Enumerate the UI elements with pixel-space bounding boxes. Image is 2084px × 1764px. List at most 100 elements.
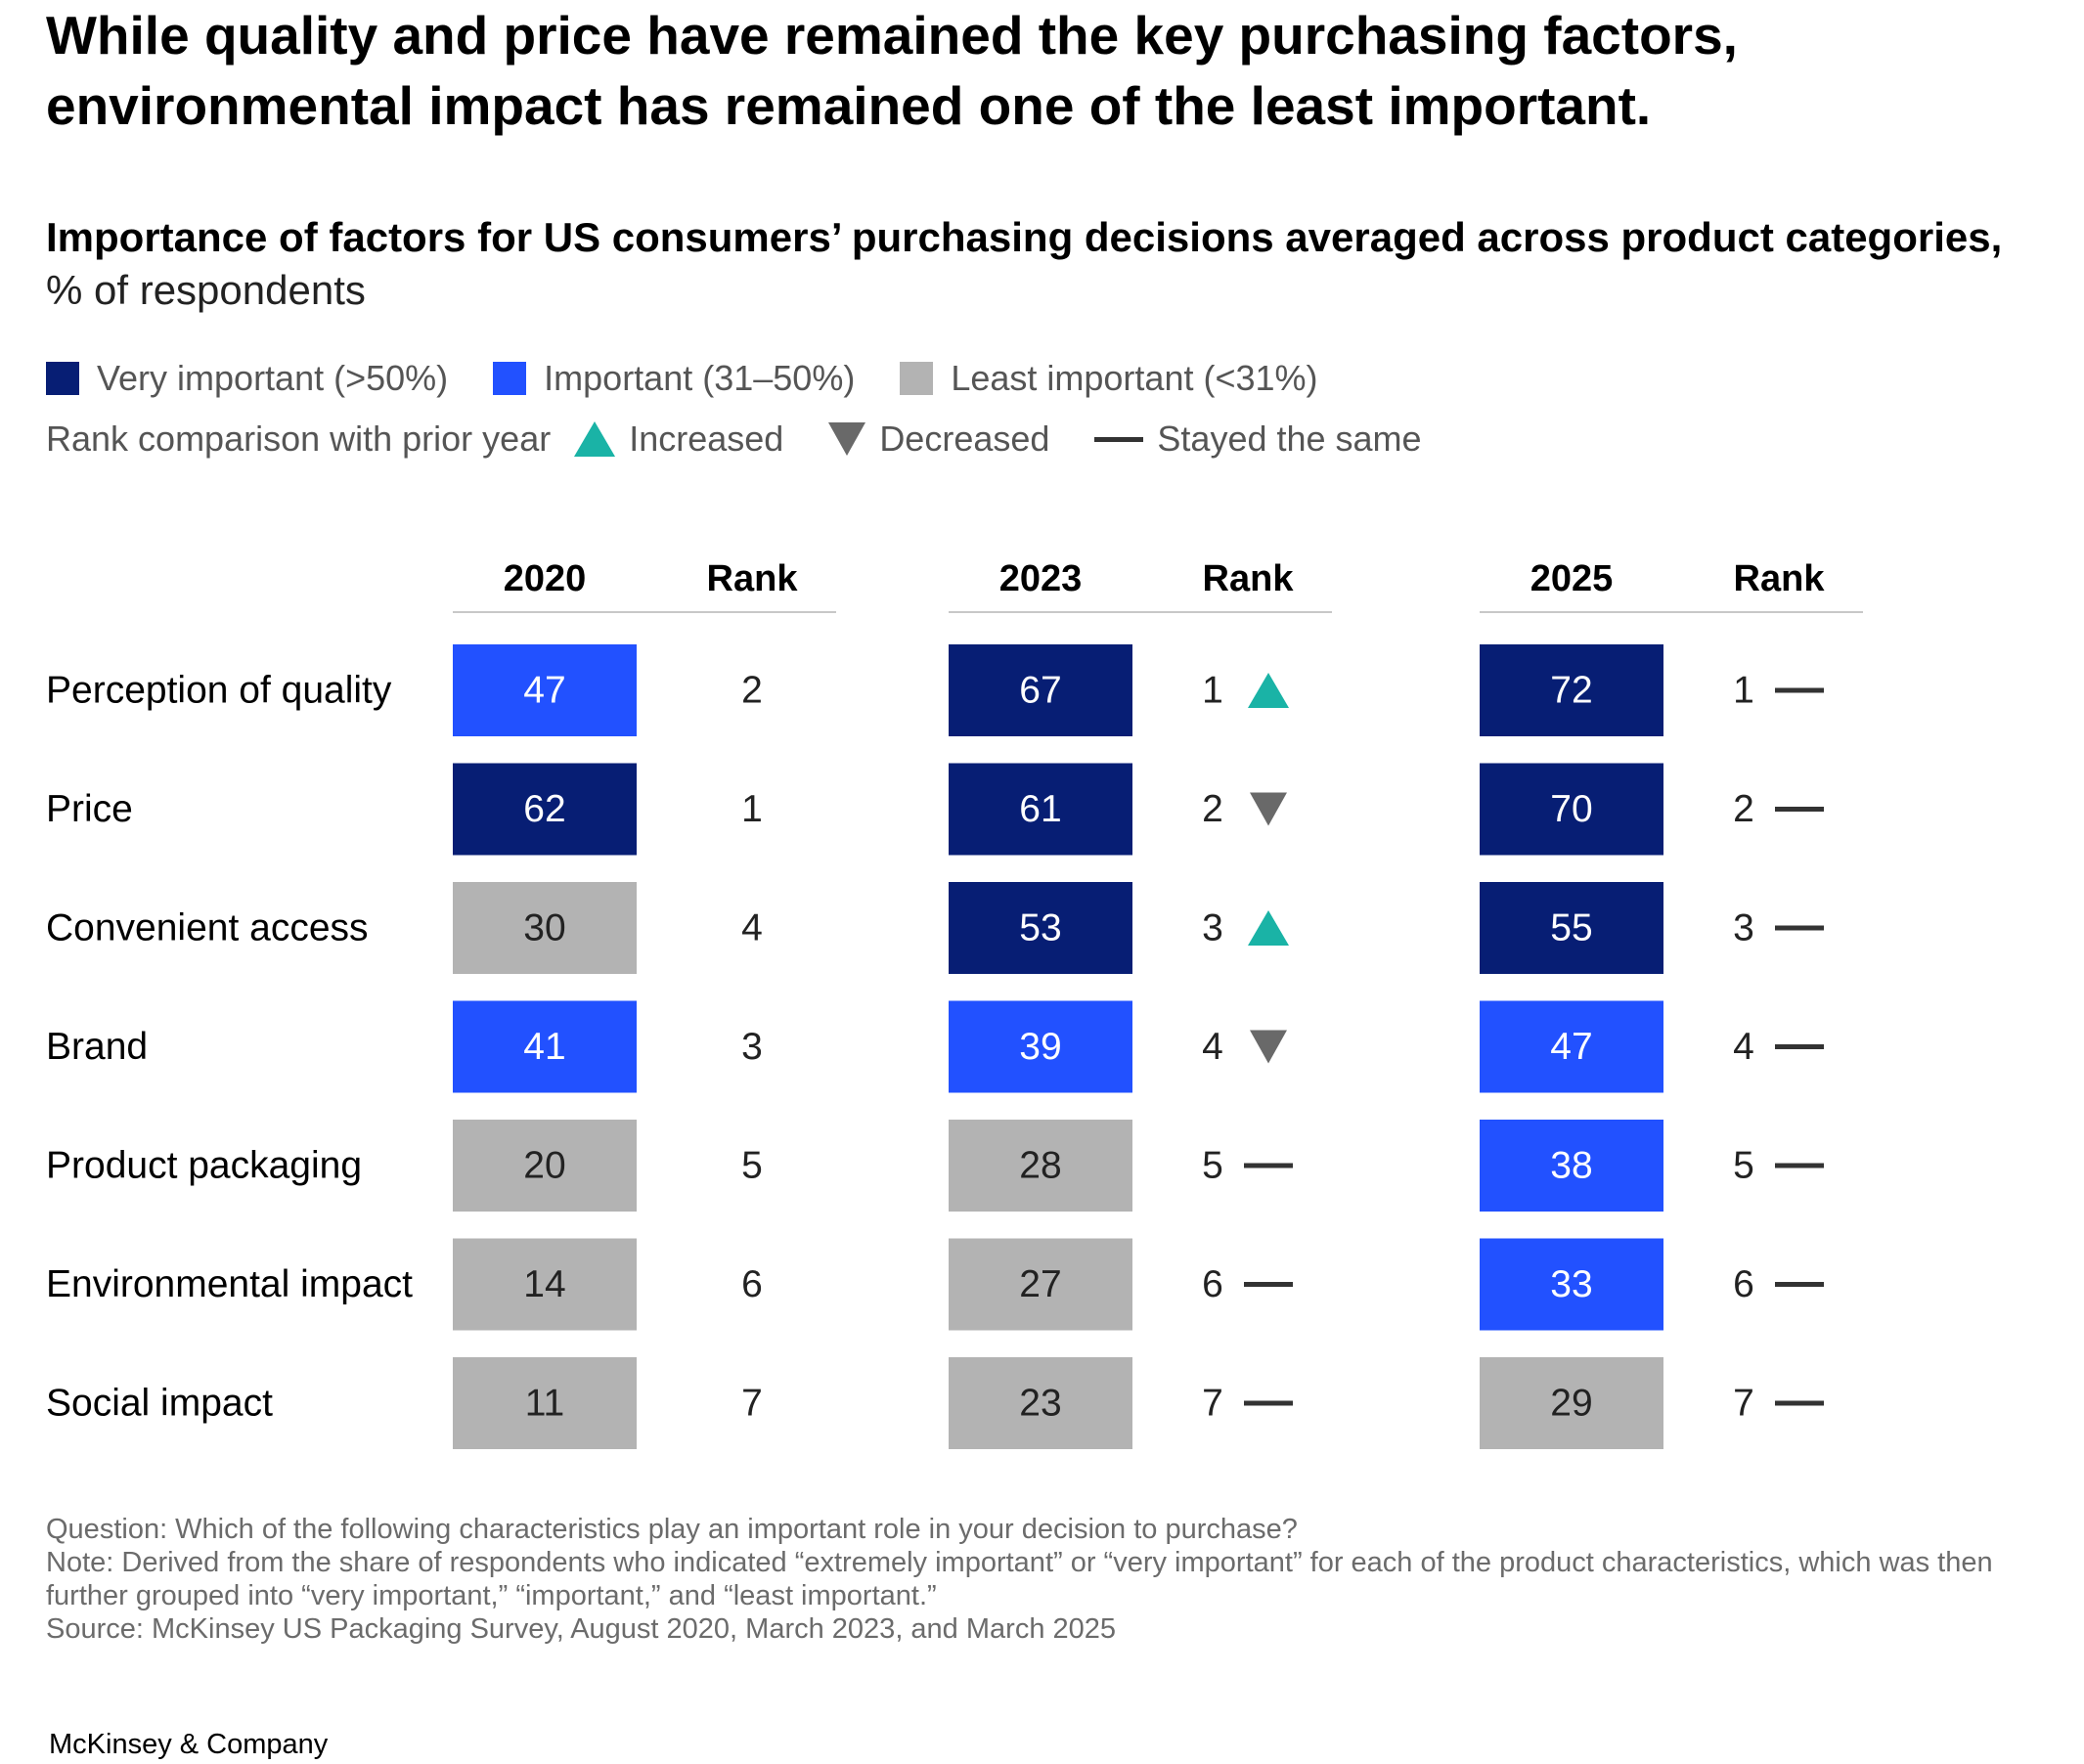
rank-header: Rank: [1734, 558, 1826, 599]
rank-label: 6: [1202, 1263, 1223, 1305]
value-label: 53: [1019, 907, 1061, 949]
value-bar: [1480, 644, 1663, 736]
triangle-down-icon: [828, 422, 866, 456]
rank-label: 6: [1733, 1263, 1754, 1305]
headline: While quality and price have remained th…: [46, 5, 1738, 136]
brand-logo-text: McKinsey & Company: [49, 1729, 329, 1760]
legend-label-important: Important (31–50%): [544, 358, 856, 398]
rank-change-same-icon: [1775, 1282, 1824, 1287]
rank-change-same-icon: [1775, 1044, 1824, 1049]
chart-subtitle: Importance of factors for US consumers’ …: [46, 211, 2061, 317]
rank-change-same-icon: [1775, 687, 1824, 693]
legend-label-same: Stayed the same: [1157, 419, 1422, 459]
value-bar: [1480, 1120, 1663, 1212]
value-bar: [453, 644, 637, 736]
legend-label-very-important: Very important (>50%): [97, 358, 449, 398]
value-bar: [1480, 1000, 1663, 1093]
legend-label-increased: Increased: [629, 419, 784, 459]
rank-label: 3: [741, 1026, 763, 1068]
value-bar: [1480, 1238, 1663, 1331]
factor-table-chart: Perception of quality Price Convenient acc…: [46, 558, 1863, 1449]
factor-label: Convenient access: [46, 907, 369, 949]
rank-header: Rank: [1203, 558, 1295, 599]
rank-label: 7: [741, 1383, 763, 1425]
rank-change-increased-icon: [1248, 910, 1289, 946]
rank-change-same-icon: [1244, 1163, 1293, 1169]
rank-header: Rank: [707, 558, 799, 599]
value-bar: [949, 763, 1132, 856]
legend-swatch-very-important: [46, 362, 79, 395]
rank-change-increased-icon: [1248, 673, 1289, 708]
rank-label: 3: [1202, 907, 1223, 949]
footnote-source: Source: McKinsey US Packaging Survey, Au…: [46, 1613, 1117, 1645]
rank-label: 4: [741, 907, 763, 949]
triangle-up-icon: [574, 421, 616, 457]
rank-label: 2: [741, 670, 763, 712]
value-bar: [453, 763, 637, 856]
value-bar: [453, 1120, 637, 1212]
factor-label: Social impact: [46, 1383, 273, 1425]
footnote-question: Question: Which of the following charact…: [46, 1514, 1298, 1545]
value-bar: [1480, 1357, 1663, 1449]
rank-label: 7: [1202, 1383, 1223, 1425]
value-label: 72: [1550, 670, 1592, 712]
value-label: 41: [523, 1026, 565, 1068]
value-label: 29: [1550, 1383, 1592, 1425]
value-bar: [453, 1000, 637, 1093]
rank-change-same-icon: [1244, 1400, 1293, 1406]
factor-label: Price: [46, 788, 133, 830]
rank-label: 5: [1202, 1145, 1223, 1187]
value-label: 23: [1019, 1383, 1061, 1425]
legend-item-very-important: Very important (>50%): [46, 358, 448, 399]
value-bar: [453, 882, 637, 974]
value-bar: [1480, 763, 1663, 856]
legend: Very important (>50%) Important (31–50%)…: [46, 358, 1422, 459]
value-label: 33: [1550, 1263, 1592, 1305]
value-bar: [949, 1000, 1132, 1093]
rank-label: 2: [1202, 788, 1223, 830]
legend-label-decreased: Decreased: [879, 419, 1050, 459]
value-label: 47: [523, 670, 565, 712]
legend-rank-title: Rank comparison with prior year: [46, 419, 552, 459]
value-bar: [453, 1357, 637, 1449]
value-label: 27: [1019, 1263, 1061, 1305]
legend-item-important: Important (31–50%): [493, 358, 855, 399]
value-label: 38: [1550, 1145, 1592, 1187]
legend-item-least-important: Least important (<31%): [900, 358, 1318, 399]
year-header: 2025: [1530, 558, 1614, 599]
value-label: 30: [523, 907, 565, 949]
value-label: 62: [523, 788, 565, 830]
value-label: 55: [1550, 907, 1592, 949]
rank-label: 4: [1733, 1026, 1754, 1068]
value-bar: [949, 1238, 1132, 1331]
rank-label: 1: [1733, 670, 1754, 712]
legend-item-decreased: Decreased: [828, 419, 1049, 460]
value-label: 11: [525, 1383, 565, 1425]
rank-label: 5: [741, 1145, 763, 1187]
value-bar: [1480, 882, 1663, 974]
value-label: 20: [523, 1145, 565, 1187]
rank-label: 1: [1202, 670, 1223, 712]
rank-change-same-icon: [1775, 807, 1824, 812]
factor-label: Environmental impact: [46, 1263, 413, 1305]
value-label: 14: [523, 1263, 565, 1305]
rank-change-same-icon: [1775, 925, 1824, 931]
legend-swatch-least-important: [900, 362, 934, 395]
rank-label: 5: [1733, 1145, 1754, 1187]
year-header: 2020: [504, 558, 587, 599]
value-label: 70: [1550, 788, 1592, 830]
value-bar: [949, 1357, 1132, 1449]
rank-change-same-icon: [1775, 1163, 1824, 1169]
rank-label: 7: [1733, 1383, 1754, 1425]
value-label: 47: [1550, 1026, 1592, 1068]
year-header: 2023: [999, 558, 1083, 599]
rank-change-decreased-icon: [1250, 792, 1287, 826]
value-bar: [453, 1238, 637, 1331]
footnote-note: Note: Derived from the share of responde…: [46, 1547, 1993, 1611]
rank-change-same-icon: [1775, 1400, 1824, 1406]
factor-label: Brand: [46, 1026, 148, 1068]
footnotes: Question: Which of the following charact…: [46, 1513, 2061, 1646]
rank-label: 3: [1733, 907, 1754, 949]
rank-label: 4: [1202, 1026, 1223, 1068]
value-label: 67: [1019, 670, 1061, 712]
